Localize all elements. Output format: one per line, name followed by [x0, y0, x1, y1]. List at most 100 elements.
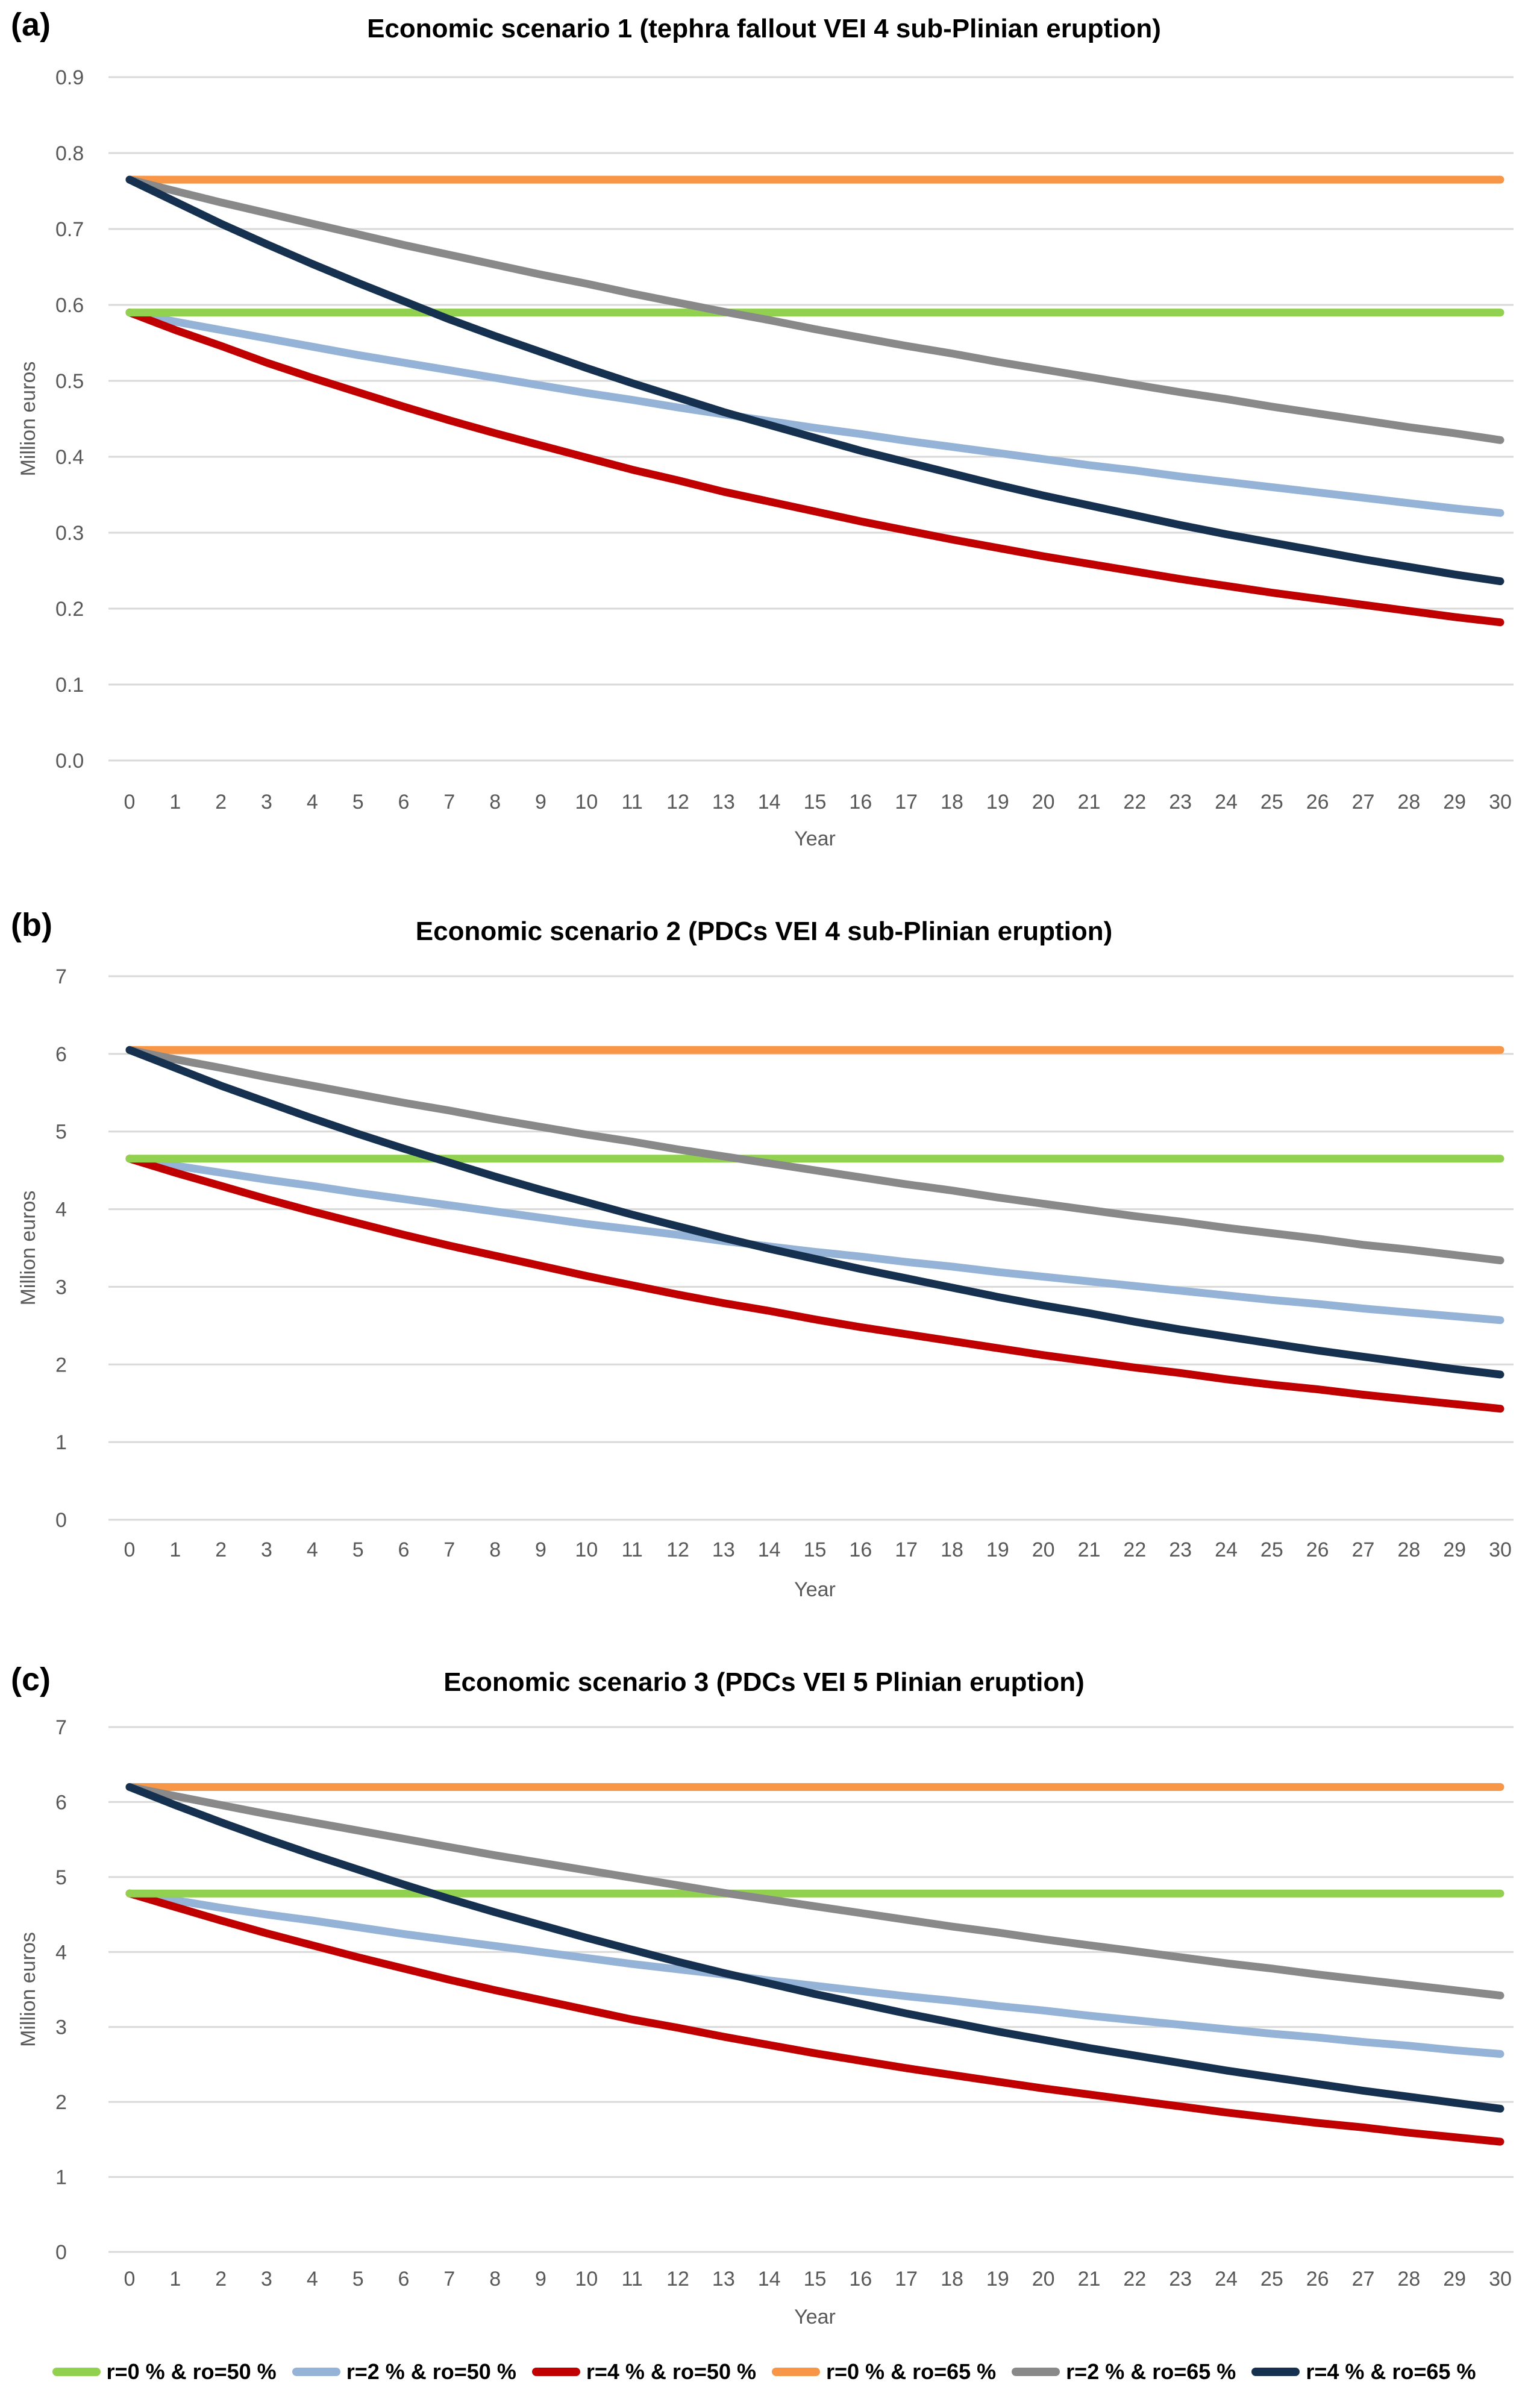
x-tick-label: 19 [986, 2268, 1009, 2290]
x-tick-label: 9 [535, 1538, 546, 1561]
x-tick-label: 16 [849, 2268, 872, 2290]
x-tick-label: 24 [1215, 791, 1238, 814]
x-tick-label: 18 [941, 2268, 963, 2290]
x-tick-label: 15 [804, 1538, 827, 1561]
x-tick-label: 17 [895, 1538, 918, 1561]
x-tick-label: 5 [352, 2268, 364, 2290]
x-tick-label: 18 [941, 791, 963, 814]
panel-label-c: (c) [11, 1661, 51, 1698]
x-tick-label: 15 [804, 791, 827, 814]
series-line-2 [125, 309, 1505, 627]
chart-title-b: Economic scenario 2 (PDCs VEI 4 sub-Plin… [415, 917, 1113, 946]
x-tick-label: 25 [1260, 2268, 1283, 2290]
y-tick-label: 1 [55, 1431, 67, 1454]
x-tick-label: 4 [307, 1538, 318, 1561]
legend-swatch-icon [531, 2368, 580, 2376]
x-tick-label: 8 [489, 791, 501, 814]
x-tick-label: 23 [1169, 1538, 1192, 1561]
x-tick-label: 26 [1306, 2268, 1329, 2290]
legend-item-5: r=4 % & ro=65 % [1251, 2361, 1476, 2383]
legend-label: r=4 % & ro=65 % [1306, 2359, 1476, 2384]
x-tick-label: 19 [986, 791, 1009, 814]
y-tick-label: 5 [55, 1121, 67, 1144]
y-tick-label: 6 [55, 1791, 67, 1814]
x-tick-label: 13 [712, 2268, 735, 2290]
x-axis-title-b: Year [794, 1578, 836, 1601]
x-tick-label: 26 [1306, 791, 1329, 814]
y-tick-label: 3 [55, 2016, 67, 2039]
y-tick-label: 0.6 [55, 294, 84, 317]
x-tick-label: 27 [1352, 791, 1375, 814]
x-tick-label: 9 [535, 791, 546, 814]
x-tick-label: 2 [215, 791, 227, 814]
x-tick-label: 26 [1306, 1538, 1329, 1561]
panel-label-b: (b) [11, 907, 52, 943]
x-tick-label: 29 [1443, 2268, 1466, 2290]
x-tick-label: 3 [261, 2268, 272, 2290]
x-tick-label: 4 [307, 2268, 318, 2290]
x-tick-label: 1 [169, 791, 181, 814]
x-tick-label: 5 [352, 791, 364, 814]
x-tick-label: 6 [398, 791, 410, 814]
x-tick-label: 20 [1032, 2268, 1055, 2290]
legend-label: r=2 % & ro=50 % [346, 2359, 516, 2384]
chart-title-c: Economic scenario 3 (PDCs VEI 5 Plinian … [443, 1667, 1085, 1697]
x-tick-label: 0 [124, 1538, 136, 1561]
legend-swatch-icon [292, 2368, 340, 2376]
series-line-4 [125, 175, 1505, 444]
x-tick-label: 0 [124, 2268, 136, 2290]
x-tick-label: 17 [895, 791, 918, 814]
x-tick-label: 10 [575, 2268, 598, 2290]
x-tick-label: 30 [1489, 1538, 1512, 1561]
legend-swatch-icon [52, 2368, 101, 2376]
series-line-5 [125, 1046, 1505, 1379]
x-tick-label: 28 [1397, 1538, 1420, 1561]
x-tick-label: 21 [1078, 2268, 1101, 2290]
x-tick-label: 7 [443, 791, 455, 814]
x-tick-label: 8 [489, 2268, 501, 2290]
panel-label-a: (a) [11, 7, 51, 43]
x-tick-label: 6 [398, 2268, 410, 2290]
x-tick-label: 27 [1352, 2268, 1375, 2290]
x-tick-label: 22 [1123, 791, 1146, 814]
x-tick-label: 12 [666, 2268, 689, 2290]
x-tick-label: 22 [1123, 2268, 1146, 2290]
x-tick-label: 28 [1397, 2268, 1420, 2290]
legend-item-4: r=2 % & ro=65 % [1012, 2361, 1236, 2383]
x-tick-label: 10 [575, 1538, 598, 1561]
legend-label: r=0 % & ro=65 % [826, 2359, 997, 2384]
x-tick-label: 15 [804, 2268, 827, 2290]
y-tick-label: 2 [55, 2091, 67, 2114]
x-tick-label: 18 [941, 1538, 963, 1561]
y-tick-label: 0.2 [55, 598, 84, 621]
series-line-1 [125, 309, 1505, 517]
y-axis-title: Million euros [17, 362, 40, 477]
x-tick-label: 3 [261, 1538, 272, 1561]
series-line-1 [125, 1155, 1505, 1325]
x-tick-label: 16 [849, 791, 872, 814]
y-tick-label: 0 [55, 1509, 67, 1532]
series-line-4 [125, 1783, 1505, 1999]
x-tick-label: 29 [1443, 791, 1466, 814]
y-tick-label: 0.1 [55, 674, 84, 697]
x-tick-label: 17 [895, 2268, 918, 2290]
y-tick-label: 0.8 [55, 142, 84, 165]
x-tick-label: 8 [489, 1538, 501, 1561]
y-tick-label: 0.0 [55, 750, 84, 773]
y-tick-label: 0.3 [55, 522, 84, 545]
x-tick-label: 24 [1215, 1538, 1238, 1561]
x-tick-label: 21 [1078, 791, 1101, 814]
y-tick-label: 6 [55, 1043, 67, 1066]
y-tick-label: 1 [55, 2166, 67, 2189]
x-tick-label: 30 [1489, 2268, 1512, 2290]
x-tick-label: 25 [1260, 1538, 1283, 1561]
x-axis-title-a: Year [794, 827, 836, 850]
series-line-5 [125, 1783, 1505, 2113]
legend-label: r=2 % & ro=65 % [1066, 2359, 1236, 2384]
legend-item-0: r=0 % & ro=50 % [52, 2361, 277, 2383]
x-tick-label: 22 [1123, 1538, 1146, 1561]
x-tick-label: 27 [1352, 1538, 1375, 1561]
x-tick-label: 13 [712, 1538, 735, 1561]
